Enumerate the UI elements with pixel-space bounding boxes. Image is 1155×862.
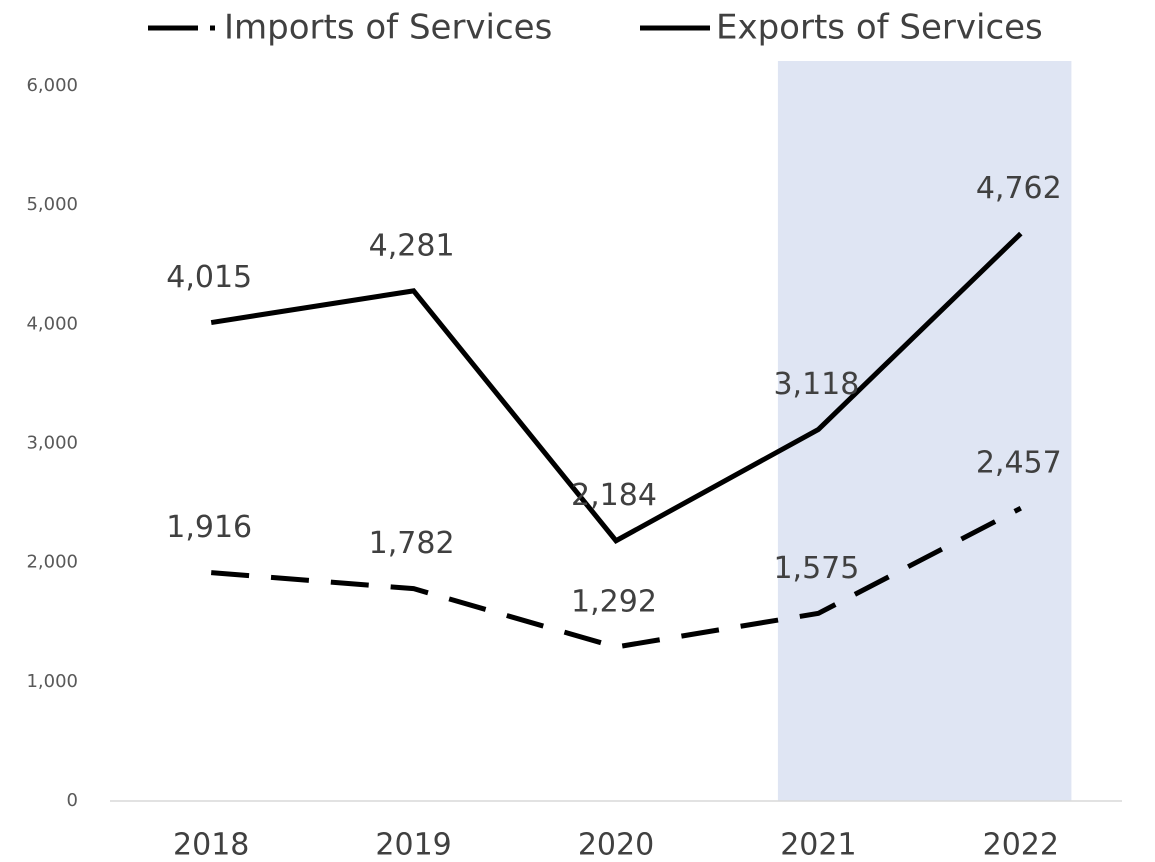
y-tick-label: 0 [67,790,78,811]
data-label: 4,281 [369,228,455,263]
data-label: 4,015 [166,260,252,295]
y-tick-label: 3,000 [26,433,78,454]
x-tick-label: 2022 [983,828,1059,862]
y-tick-label: 5,000 [26,194,78,215]
series-line [211,505,1022,650]
data-label: 1,292 [571,585,657,620]
highlight-band [777,61,1072,801]
series-line [210,231,1023,544]
data-label: 1,575 [773,551,859,586]
y-tick-label: 6,000 [26,75,78,96]
data-label: 3,118 [773,367,859,402]
data-label: 1,782 [369,526,455,561]
legend-label: Exports of Services [716,8,1043,48]
data-label: 4,762 [976,171,1062,206]
legend-label: Imports of Services [224,8,552,48]
data-label: 2,457 [976,446,1062,481]
y-tick-label: 4,000 [26,313,78,334]
y-tick-label: 1,000 [26,671,78,692]
y-tick-label: 2,000 [26,552,78,573]
x-tick-label: 2018 [173,828,249,862]
x-tick-label: 2020 [578,828,654,862]
x-tick-label: 2021 [780,828,856,862]
data-label: 1,916 [166,510,252,545]
x-tick-label: 2019 [375,828,451,862]
data-label: 2,184 [571,478,657,513]
